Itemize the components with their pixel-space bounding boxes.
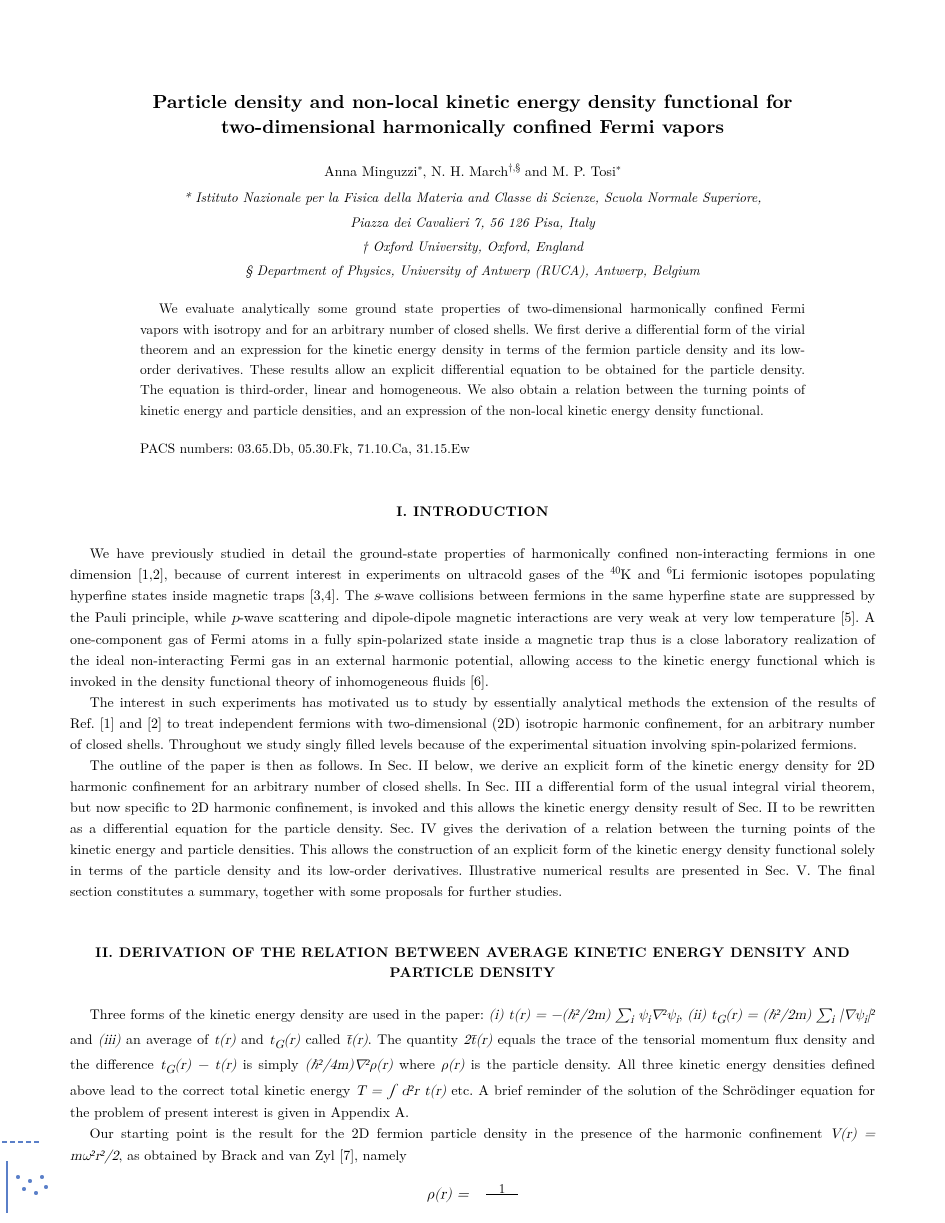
author-3: M. P. Tosi∗ bbox=[552, 161, 621, 181]
author-2: N. H. March†,§ bbox=[431, 161, 520, 181]
author-line: Anna Minguzzi∗, N. H. March†,§ and M. P.… bbox=[70, 161, 875, 181]
section-2-para-2: Our starting point is the result for the… bbox=[70, 1123, 875, 1167]
affiliation-star-1: * Istituto Nazionale per la Fisica della… bbox=[70, 187, 875, 207]
section-1-para-2: The interest in such experiments has mot… bbox=[70, 692, 875, 755]
equation-denominator bbox=[486, 1195, 518, 1209]
arxiv-sidebar-fragment bbox=[0, 1133, 60, 1223]
section-2-heading: II. DERIVATION OF THE RELATION BETWEEN A… bbox=[70, 942, 875, 982]
paper-title: Particle density and non-local kinetic e… bbox=[130, 88, 815, 137]
affiliation-dagger: † Oxford University, Oxford, England bbox=[70, 236, 875, 256]
abstract: We evaluate analytically some ground sta… bbox=[140, 298, 805, 420]
section-1-heading: I. INTRODUCTION bbox=[70, 501, 875, 521]
equation-lhs: ρ(r) = bbox=[427, 1186, 469, 1201]
section-2-para-1: Three forms of the kinetic energy densit… bbox=[70, 1004, 875, 1123]
page: Particle density and non-local kinetic e… bbox=[0, 0, 945, 1223]
affiliation-star-2: Piazza dei Cavalieri 7, 56 126 Pisa, Ita… bbox=[70, 212, 875, 232]
affiliation-section: § Department of Physics, University of A… bbox=[70, 260, 875, 280]
equation-rho: ρ(r) = 1 bbox=[70, 1181, 875, 1209]
author-1: Anna Minguzzi∗ bbox=[324, 161, 422, 181]
section-1-para-3: The outline of the paper is then as foll… bbox=[70, 755, 875, 902]
pacs-numbers: PACS numbers: 03.65.Db, 05.30.Fk, 71.10.… bbox=[140, 438, 805, 457]
equation-fraction: 1 bbox=[486, 1181, 518, 1209]
section-1-para-1: We have previously studied in detail the… bbox=[70, 543, 875, 692]
